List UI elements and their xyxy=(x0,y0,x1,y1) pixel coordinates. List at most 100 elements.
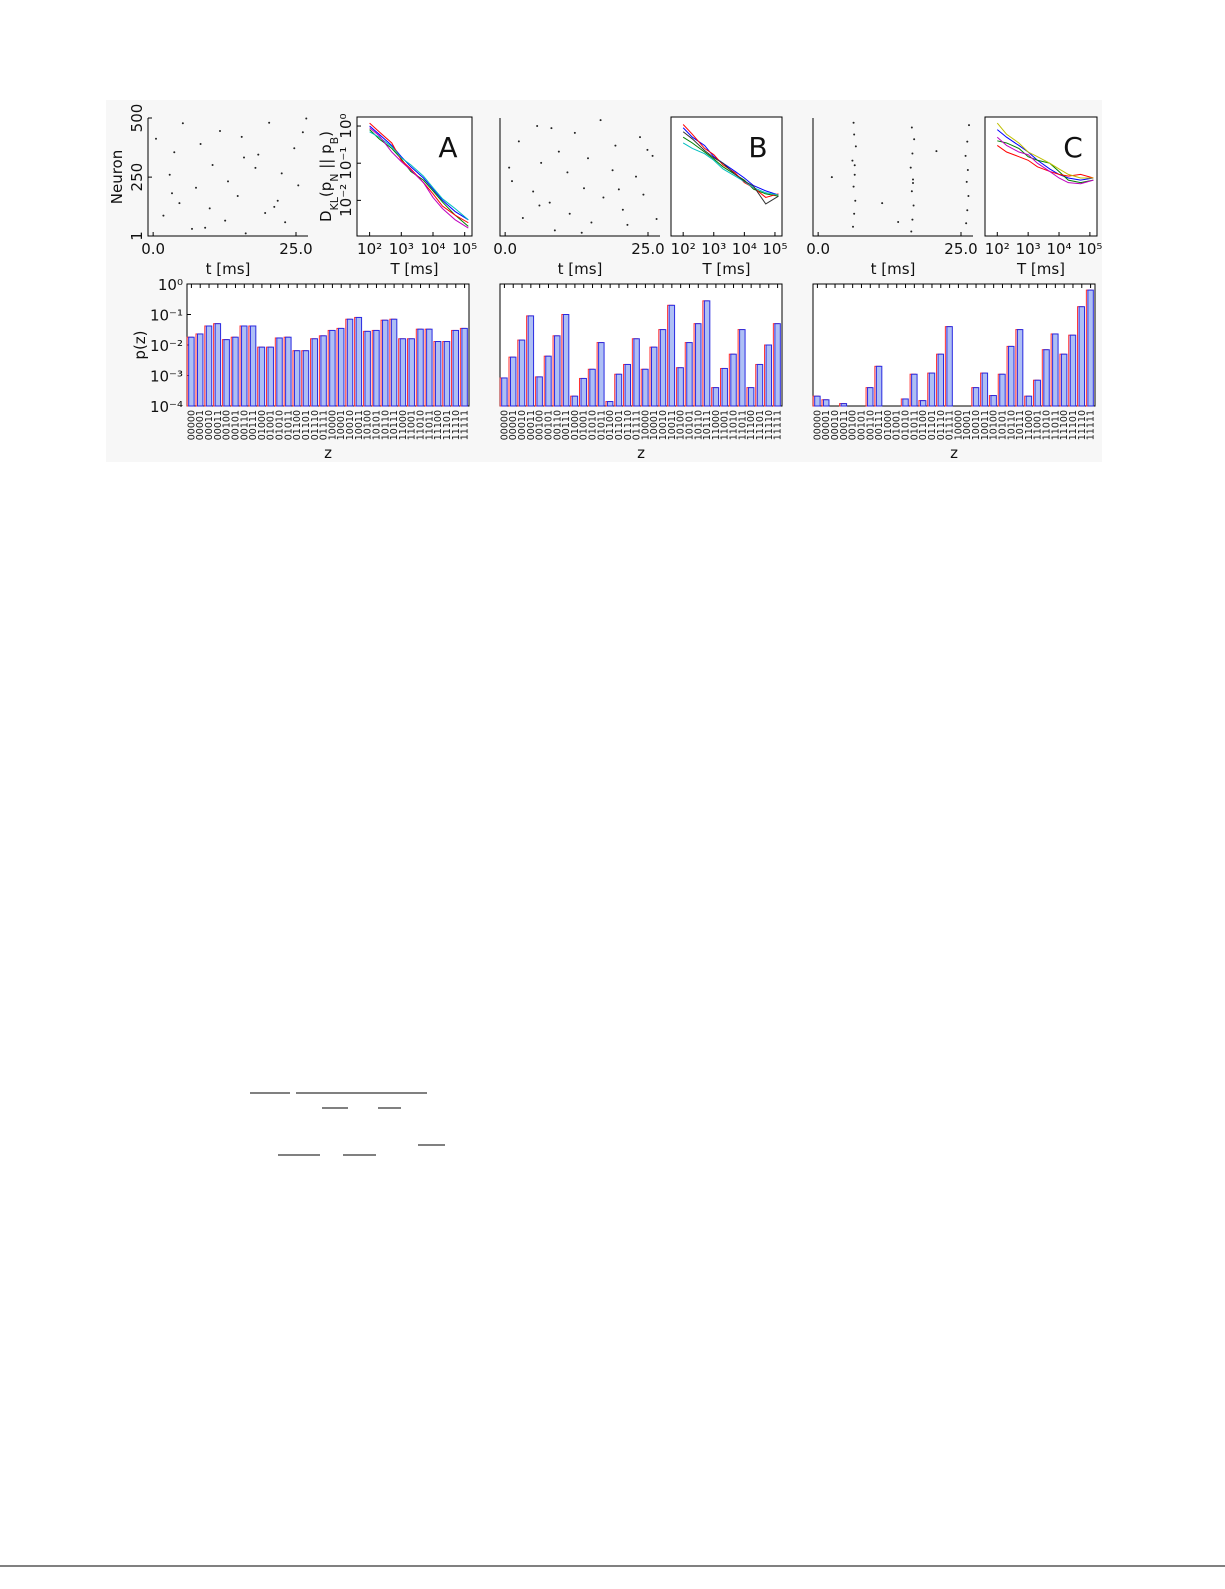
x-axis-label: z xyxy=(324,444,332,462)
bar xyxy=(205,325,213,407)
y-tick-label: 1 xyxy=(128,231,146,241)
spike xyxy=(227,180,229,183)
y-axis-label-part: N xyxy=(328,174,341,182)
kl-line xyxy=(682,131,779,205)
bar xyxy=(911,373,918,407)
bar xyxy=(721,367,728,407)
x-tick-label: 01000 xyxy=(883,410,894,440)
spike xyxy=(912,178,914,181)
spike xyxy=(550,127,553,130)
x-tick-label: 10111 xyxy=(702,410,713,440)
x-tick-label: 01110 xyxy=(310,410,321,440)
x-tick-label: 01011 xyxy=(909,410,920,440)
bar xyxy=(320,335,327,407)
x-tick-label: 11101 xyxy=(442,410,453,440)
spike xyxy=(590,221,593,224)
bar xyxy=(650,346,658,407)
bar xyxy=(756,363,764,407)
x-tick-label: 11100 xyxy=(433,410,444,440)
spike xyxy=(602,196,605,199)
bar xyxy=(232,336,239,407)
kl-line xyxy=(682,136,779,197)
spike xyxy=(521,217,524,220)
bar xyxy=(501,377,508,407)
spike xyxy=(965,180,968,183)
x-tick-label: 00111 xyxy=(248,410,259,440)
bar xyxy=(677,367,684,407)
bar xyxy=(518,339,526,407)
x-tick-label: 01101 xyxy=(614,410,625,440)
bar xyxy=(249,325,257,407)
spike xyxy=(511,180,513,183)
x-tick-label: 00101 xyxy=(856,410,867,440)
x-tick-label: 10² xyxy=(985,240,1010,258)
spike xyxy=(236,195,239,198)
bar xyxy=(527,315,535,407)
x-tick-label: 10110 xyxy=(693,410,704,440)
y-axis-label-part: ) xyxy=(317,131,335,137)
spike xyxy=(204,226,207,229)
x-tick-label: 11010 xyxy=(416,410,427,440)
x-tick-label: 00100 xyxy=(535,410,546,440)
x-tick-label: 11001 xyxy=(720,410,731,440)
bar xyxy=(1034,379,1041,407)
panel: 0.0 25.0 t [ms] xyxy=(806,118,978,278)
panel-letter: C xyxy=(1063,131,1083,164)
bar xyxy=(765,344,773,407)
x-tick-label: 25.0 xyxy=(279,240,312,258)
x-axis-label: T [ms] xyxy=(701,260,750,278)
spike xyxy=(195,186,197,189)
bar xyxy=(668,304,676,407)
x-tick-label: 10⁴ xyxy=(420,240,445,258)
spike xyxy=(599,119,602,122)
panel: 10² 10³ 10⁴ 10⁵ T [ms] C xyxy=(984,116,1102,278)
bar xyxy=(364,330,371,407)
x-tick-label: 11000 xyxy=(398,410,409,440)
panel: 0.0 25.0 1 250 500 t [ms] Neuron xyxy=(108,104,313,278)
y-axis-label-part: || p xyxy=(317,144,335,173)
bar xyxy=(408,338,415,407)
spike xyxy=(910,230,913,233)
kl-line xyxy=(996,145,1094,179)
x-tick-label: 10100 xyxy=(363,410,374,440)
bar xyxy=(382,319,389,407)
x-tick-label: 00101 xyxy=(230,410,241,440)
spike xyxy=(191,227,193,230)
spike xyxy=(911,152,914,155)
spike xyxy=(244,232,247,235)
y-tick-label: 10⁻¹ xyxy=(337,147,355,180)
spike xyxy=(909,166,912,169)
spike xyxy=(621,208,624,211)
spike xyxy=(301,131,304,134)
spike xyxy=(536,125,539,128)
x-axis-label: t [ms] xyxy=(558,260,603,278)
spike xyxy=(655,217,658,220)
x-tick-label: 25.0 xyxy=(944,240,977,258)
panel: 0.0 25.0 t [ms] xyxy=(493,118,665,278)
spike xyxy=(173,151,176,154)
bar xyxy=(659,329,667,407)
bar xyxy=(426,328,433,407)
bar xyxy=(571,395,579,407)
bar xyxy=(293,350,301,407)
panel: 10² 10³ 10⁴ 10⁵ T [ms] B xyxy=(670,116,788,278)
spike xyxy=(199,143,202,146)
spike xyxy=(280,172,283,175)
x-tick-label: 01110 xyxy=(623,410,634,440)
spike xyxy=(966,140,969,143)
x-tick-label: 10² xyxy=(671,240,696,258)
bar xyxy=(285,336,292,407)
bar xyxy=(337,327,345,407)
spike xyxy=(852,185,855,188)
spike xyxy=(852,225,854,228)
bar xyxy=(981,372,989,407)
kl-line xyxy=(996,122,1094,179)
x-tick-label: 10⁵ xyxy=(762,240,787,258)
x-tick-label: 01101 xyxy=(301,410,312,440)
x-tick-label: 11000 xyxy=(711,410,722,440)
kl-line xyxy=(682,142,779,196)
y-axis-label: Neuron xyxy=(108,150,126,204)
bar xyxy=(919,400,927,407)
bar xyxy=(1078,306,1086,407)
bar xyxy=(1087,289,1094,407)
